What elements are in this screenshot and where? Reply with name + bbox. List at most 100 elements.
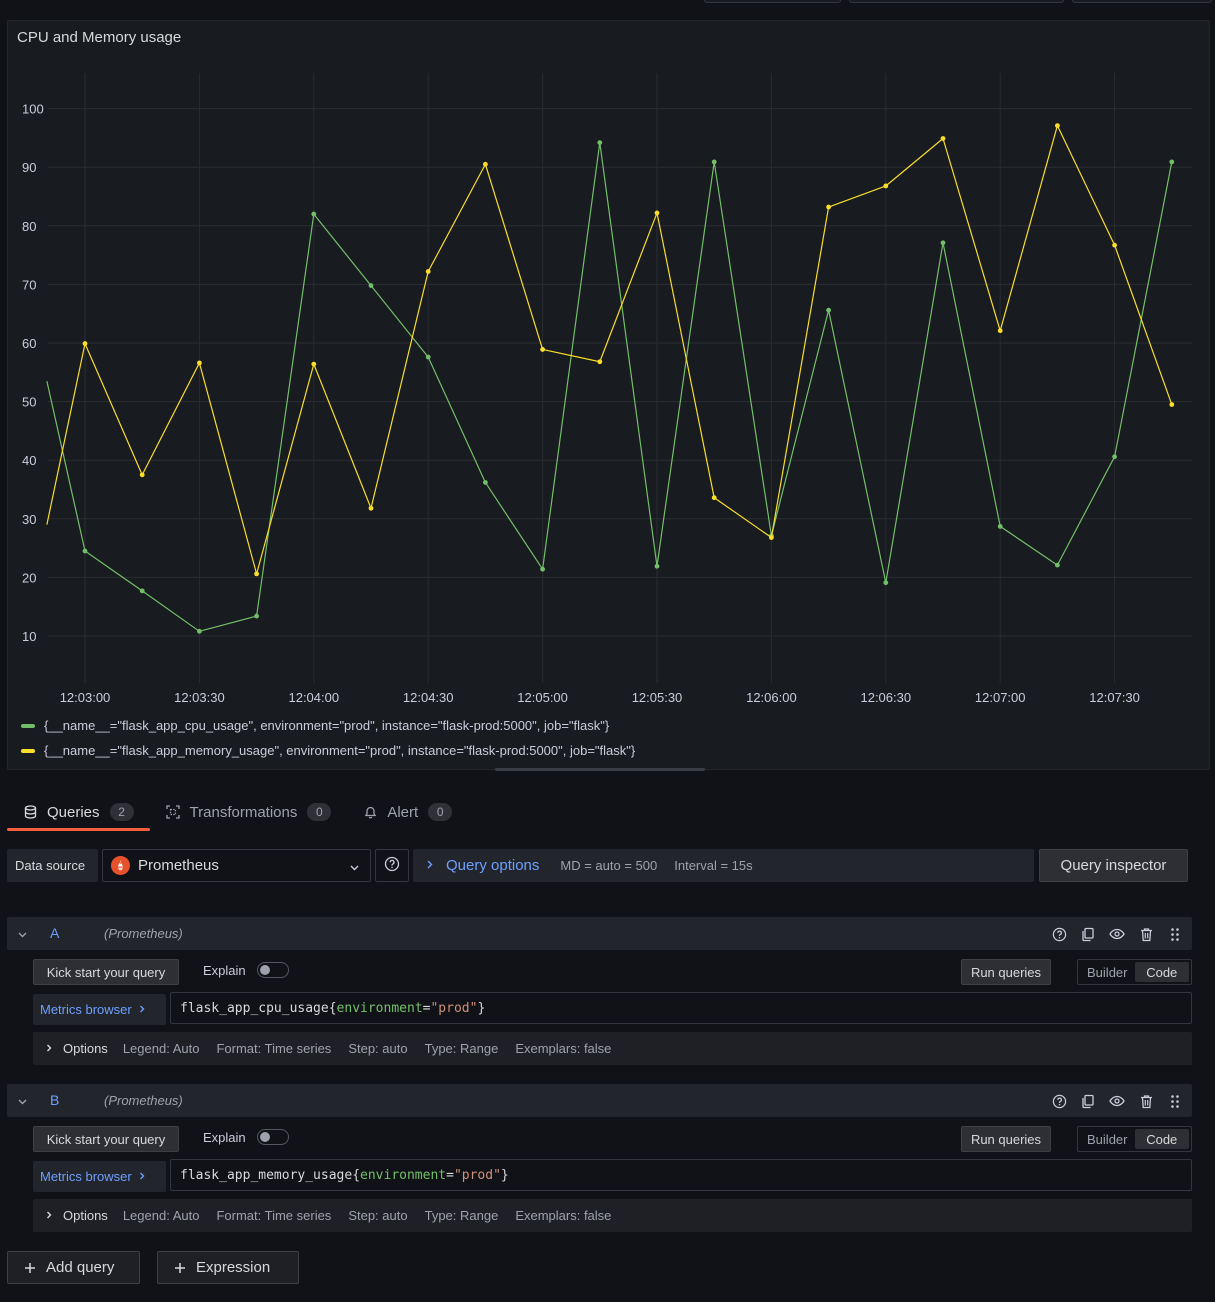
- tab-alert-count: 0: [428, 803, 453, 821]
- options-title: Options: [63, 1208, 108, 1223]
- expr-equals: =: [446, 1167, 454, 1183]
- editor-mode-switch: Builder Code: [1077, 1126, 1192, 1152]
- query-actions: [1039, 1092, 1184, 1110]
- data-point-memory: [425, 269, 431, 274]
- add-query-label: Add query: [46, 1259, 115, 1276]
- editor-mode-switch: Builder Code: [1077, 959, 1192, 985]
- copy-icon[interactable]: [1079, 925, 1097, 943]
- time-series-chart[interactable]: 10 20 30 40 50 60 70 80 90 100 12:03:00 12:03:30 12:…: [8, 21, 1211, 711]
- query-expression-input[interactable]: flask_app_memory_usage{environment = "prod…: [170, 1159, 1192, 1191]
- metrics-browser-button[interactable]: Metrics browser: [33, 994, 166, 1025]
- trash-icon[interactable]: [1137, 925, 1155, 943]
- toolbar-button-stub[interactable]: [1072, 0, 1212, 3]
- data-point-cpu: [1055, 562, 1060, 568]
- chevron-down-icon[interactable]: [17, 1094, 28, 1110]
- data-point-cpu: [1112, 454, 1117, 460]
- eye-icon[interactable]: [1108, 925, 1126, 943]
- legend-label-cpu: {__name__="flask_app_cpu_usage", environ…: [44, 718, 610, 733]
- x-tick-label: 12:05:30: [632, 690, 683, 705]
- run-queries-button[interactable]: Run queries: [961, 1126, 1051, 1152]
- data-point-cpu: [1169, 159, 1175, 165]
- panel: CPU and Memory usage 10 20 30 40 50 60 70 80 90 1…: [7, 20, 1211, 771]
- add-query-button[interactable]: Add query: [7, 1251, 140, 1284]
- expr-equals: =: [422, 1000, 431, 1016]
- explain-toggle[interactable]: [257, 962, 289, 978]
- mode-builder[interactable]: Builder: [1087, 964, 1128, 980]
- query-expression-input[interactable]: flask_app_cpu_usage{environment = "prod"}: [170, 992, 1192, 1024]
- data-point-memory: [540, 347, 545, 352]
- add-expression-button[interactable]: Expression: [157, 1251, 299, 1284]
- chevron-right-icon: [138, 1169, 146, 1184]
- question-circle-icon[interactable]: [1050, 925, 1068, 943]
- chevron-down-icon[interactable]: [17, 927, 28, 943]
- metrics-browser-button[interactable]: Metrics browser: [33, 1161, 166, 1192]
- option-step: Step: auto: [348, 1041, 408, 1056]
- options-title: Options: [63, 1041, 108, 1056]
- explain-toggle[interactable]: [257, 1129, 289, 1145]
- y-tick-label: 50: [22, 395, 36, 410]
- question-circle-icon[interactable]: [1050, 1092, 1068, 1110]
- y-tick-label: 30: [22, 512, 36, 527]
- tab-queries[interactable]: Queries 2: [7, 795, 150, 831]
- datasource-selected: Prometheus: [138, 857, 219, 874]
- query-actions: [1039, 925, 1184, 943]
- query-header[interactable]: B (Prometheus): [7, 1084, 1192, 1117]
- expr-brace-close: }: [500, 1167, 509, 1183]
- data-point-memory: [483, 161, 488, 167]
- panel-resize-handle[interactable]: [495, 768, 705, 771]
- drag-handle-icon[interactable]: [1166, 925, 1184, 943]
- toolbar-button-stub[interactable]: [849, 0, 1064, 3]
- data-point-memory: [1055, 123, 1060, 128]
- data-point-cpu: [139, 588, 145, 594]
- datasource-picker[interactable]: Prometheus: [102, 849, 371, 882]
- data-point-memory: [254, 571, 259, 577]
- option-exemplars: Exemplars: false: [515, 1041, 612, 1056]
- query-options-row[interactable]: Options Legend: Auto Format: Time series…: [33, 1032, 1192, 1065]
- expr-label: environment: [360, 1167, 447, 1183]
- chevron-down-icon: [349, 860, 360, 877]
- y-tick-label: 90: [22, 160, 36, 175]
- expr-value: "prod": [430, 1000, 478, 1016]
- query-header[interactable]: A (Prometheus): [7, 917, 1192, 950]
- copy-icon[interactable]: [1079, 1092, 1097, 1110]
- datasource-help-button[interactable]: [375, 849, 409, 882]
- mode-code[interactable]: Code: [1134, 1129, 1189, 1149]
- data-point-memory: [1169, 402, 1175, 407]
- kick-start-button[interactable]: Kick start your query: [33, 1126, 179, 1152]
- explain-label: Explain: [203, 963, 246, 978]
- legend-item-memory[interactable]: {__name__="flask_app_memory_usage", envi…: [21, 738, 635, 763]
- drag-handle-icon[interactable]: [1166, 1092, 1184, 1110]
- x-tick-label: 12:06:00: [746, 690, 797, 705]
- toolbar-button-stub[interactable]: [704, 0, 841, 3]
- query-options-row[interactable]: Options Legend: Auto Format: Time series…: [33, 1199, 1192, 1232]
- tab-queries-count: 2: [109, 803, 134, 821]
- tab-queries-label: Queries: [47, 803, 100, 821]
- plus-icon: [24, 1262, 36, 1274]
- data-point-cpu: [311, 211, 317, 217]
- data-point-memory: [82, 341, 88, 346]
- mode-code[interactable]: Code: [1134, 962, 1189, 982]
- eye-icon[interactable]: [1108, 1092, 1126, 1110]
- data-point-memory: [769, 535, 774, 540]
- explain-label: Explain: [203, 1130, 246, 1145]
- legend-item-cpu[interactable]: {__name__="flask_app_cpu_usage", environ…: [21, 713, 635, 738]
- trash-icon[interactable]: [1137, 1092, 1155, 1110]
- tab-alert-label: Alert: [387, 803, 419, 821]
- x-tick-label: 12:04:30: [403, 690, 454, 705]
- metrics-browser-label: Metrics browser: [40, 1169, 132, 1184]
- transform-icon: [165, 805, 180, 819]
- tab-alert[interactable]: Alert 0: [347, 795, 468, 829]
- run-queries-button[interactable]: Run queries: [961, 959, 1051, 985]
- editor-tabs: Queries 2 Transformations 0 Alert 0: [7, 795, 468, 831]
- query-name[interactable]: A: [50, 925, 60, 941]
- tab-transformations[interactable]: Transformations 0: [150, 795, 348, 829]
- mode-builder[interactable]: Builder: [1087, 1131, 1128, 1147]
- query-options-bar[interactable]: Query options MD = auto = 500 Interval =…: [413, 849, 1034, 882]
- query-name[interactable]: B: [50, 1092, 60, 1108]
- data-point-memory: [711, 495, 717, 501]
- data-point-cpu: [940, 240, 946, 246]
- y-tick-label: 40: [22, 453, 36, 468]
- query-inspector-button[interactable]: Query inspector: [1039, 849, 1188, 882]
- kick-start-button[interactable]: Kick start your query: [33, 959, 179, 985]
- panel-title: CPU and Memory usage: [17, 29, 182, 46]
